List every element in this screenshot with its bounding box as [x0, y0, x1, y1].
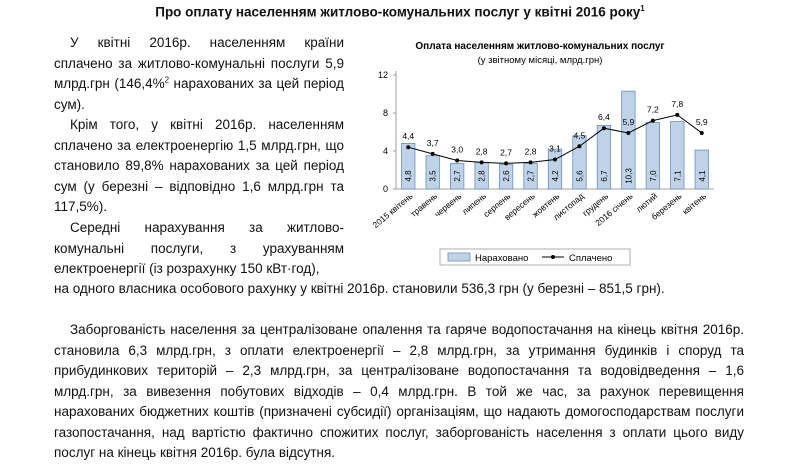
bar-label-charged: 10,3 [624, 168, 633, 184]
point-label-paid: 5,9 [696, 117, 708, 127]
point-label-paid: 2,8 [476, 146, 488, 156]
point-paid [699, 130, 704, 135]
point-label-paid: 3,1 [549, 144, 561, 154]
point-label-paid: 3,0 [451, 145, 463, 155]
bar-label-charged: 4,8 [404, 170, 413, 182]
bar-charged [572, 135, 587, 190]
point-label-paid: 4,4 [402, 131, 414, 141]
point-paid [626, 130, 631, 135]
legend-label-charged: Нараховано [475, 253, 528, 264]
bar-label-charged: 2,7 [453, 170, 462, 182]
bar-charged [694, 149, 709, 190]
bar-label-charged: 4,2 [551, 170, 560, 182]
paragraph-average-charges: Середні нарахування за житлово-комунальн… [54, 220, 344, 276]
bar-charged [401, 143, 416, 190]
y-tick-label: 8 [383, 108, 388, 118]
point-label-paid: 7,2 [647, 105, 659, 115]
x-tick-label: червень [432, 191, 463, 220]
point-paid [455, 158, 460, 163]
point-paid [601, 126, 606, 131]
legend-marker [551, 255, 555, 259]
point-label-paid: 2,8 [525, 146, 537, 156]
bar-charged [596, 124, 612, 190]
y-tick-label: 4 [383, 146, 388, 156]
point-label-paid: 4,5 [574, 130, 586, 140]
bar-charged [670, 121, 685, 190]
bar-label-charged: 7,1 [673, 170, 682, 182]
y-tick-label: 12 [378, 70, 388, 80]
point-paid [650, 118, 655, 123]
paragraph-electricity: Крім того, у квітні 2016р. населенням сп… [54, 117, 344, 214]
point-paid [528, 160, 533, 165]
point-paid [553, 157, 557, 162]
chart: Оплата населенням житлово-комунальних по… [371, 41, 714, 266]
point-label-paid: 6,4 [598, 112, 610, 122]
x-tick-label: квітень [680, 191, 708, 217]
point-paid [504, 161, 509, 166]
chart-legend: Нараховано Сплачено [439, 248, 631, 266]
bar-label-charged: 2,6 [502, 170, 511, 182]
paragraph-average-charges-cont: на одного власника особового рахунку у к… [54, 281, 665, 296]
point-paid [406, 145, 411, 150]
bar-label-charged: 3,5 [429, 170, 438, 182]
point-paid [430, 151, 435, 156]
bar-label-charged: 5,6 [575, 170, 584, 182]
point-label-paid: 5,9 [622, 117, 634, 127]
paragraph-debts: Заборгованість населення за централізова… [54, 322, 744, 460]
point-paid [675, 112, 680, 117]
point-label-paid: 7,8 [671, 99, 683, 109]
chart-title: Оплата населенням житлово-комунальних по… [415, 41, 664, 52]
legend-label-paid: Сплачено [569, 253, 612, 264]
bar-label-charged: 6,7 [600, 170, 609, 182]
bar-label-charged: 4,1 [698, 170, 707, 182]
point-paid [577, 144, 582, 149]
point-label-paid: 2,7 [500, 147, 512, 157]
y-tick-label: 0 [383, 184, 388, 194]
bar-label-charged: 7,0 [649, 170, 658, 182]
bar-label-charged: 2,7 [527, 170, 536, 182]
point-label-paid: 3,7 [427, 138, 439, 148]
point-paid [479, 160, 484, 165]
bar-charged [621, 90, 636, 190]
bar-charged [547, 148, 563, 190]
chart-subtitle: (у звітному місяці, млрд.грн) [478, 55, 603, 66]
page-title: Про оплату населенням житлово-комунальни… [155, 4, 645, 20]
legend-bar-swatch [447, 252, 471, 262]
bar-label-charged: 2,8 [478, 170, 487, 182]
bar-charged [450, 162, 465, 190]
paragraph-payments: У квітні 2016р. населенням країни сплаче… [54, 35, 345, 112]
